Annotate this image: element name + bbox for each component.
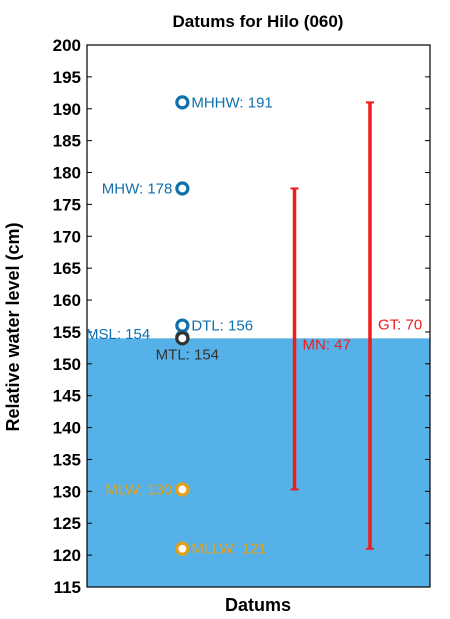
y-tick-label: 150 [53, 355, 81, 374]
axes-frame [86, 44, 431, 588]
datum-label: DTL: 156 [191, 318, 253, 335]
datum-marker [175, 541, 190, 556]
datum-label: MLW: 130 [105, 481, 172, 498]
y-axis-label: Relative water level (cm) [3, 222, 23, 431]
datum-marker [175, 95, 190, 110]
y-tick-label: 115 [54, 578, 81, 597]
y-tick-label: 120 [53, 546, 81, 565]
y-tick-label: 130 [53, 482, 81, 501]
y-tick-label: 200 [53, 36, 81, 55]
datum-label: MTL: 154 [156, 346, 219, 363]
y-tick-label: 160 [53, 291, 81, 310]
y-tick-label: 165 [53, 259, 81, 278]
msl-fill-area [87, 338, 430, 587]
y-tick-label: 145 [53, 387, 81, 406]
datum-label: MHHW: 191 [191, 94, 272, 111]
x-axis-label: Datums [225, 595, 291, 615]
y-tick-label: 185 [53, 132, 81, 151]
datum-label: MHW: 178 [102, 180, 173, 197]
datum-marker [175, 318, 190, 333]
y-tick-label: 175 [53, 195, 81, 214]
y-tick-label: 170 [53, 227, 81, 246]
chart-title: Datums for Hilo (060) [173, 12, 344, 31]
range-label: GT: 70 [378, 316, 422, 333]
y-tick-label: 155 [53, 323, 81, 342]
datum-label: MSL: 154 [86, 326, 150, 343]
y-tick-label: 190 [53, 100, 81, 119]
datum-marker [175, 181, 190, 196]
y-tick-label: 140 [53, 419, 81, 438]
datum-marker [175, 331, 190, 346]
datum-label: MLLW: 121 [191, 541, 266, 558]
range-label: MN: 47 [303, 337, 351, 354]
y-tick-label: 195 [53, 68, 81, 87]
plot-area: 115 120 125 130 135 140 145 150 155 160 165 170 175 1… [53, 36, 431, 597]
y-tick-label: 125 [53, 514, 81, 533]
y-tick-label: 180 [53, 164, 81, 183]
y-tick-label: 135 [53, 450, 81, 469]
datum-marker [175, 482, 190, 497]
